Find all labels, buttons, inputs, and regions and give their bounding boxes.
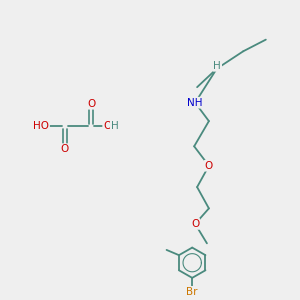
Text: HO: HO bbox=[33, 122, 49, 131]
Text: Br: Br bbox=[187, 287, 198, 297]
Text: H: H bbox=[111, 122, 119, 131]
Text: O: O bbox=[61, 144, 69, 154]
Text: NH: NH bbox=[188, 98, 203, 108]
Text: O: O bbox=[103, 122, 111, 131]
Text: O: O bbox=[191, 219, 199, 229]
Text: H: H bbox=[214, 61, 221, 71]
Text: O: O bbox=[205, 161, 213, 171]
Text: O: O bbox=[87, 99, 95, 109]
